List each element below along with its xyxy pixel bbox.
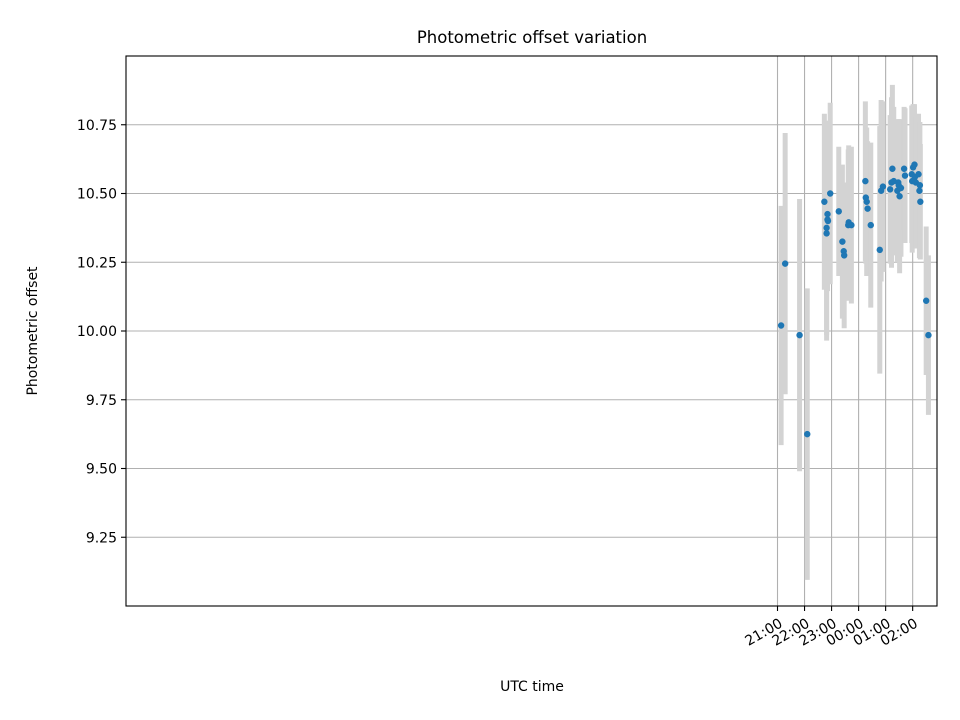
data-point [824, 217, 832, 225]
data-point [862, 177, 869, 185]
data-point [840, 252, 848, 259]
y-tick-label: 10.00 [77, 324, 117, 340]
data-point [876, 246, 883, 254]
data-point [823, 224, 830, 232]
y-tick-label: 10.75 [77, 118, 117, 134]
y-tick-label: 9.25 [86, 530, 117, 546]
data-point [867, 221, 874, 229]
y-tick-label: 10.25 [77, 255, 117, 271]
data-point [863, 198, 870, 205]
data-point [823, 230, 830, 237]
data-point [922, 297, 930, 304]
data-point [781, 260, 789, 267]
y-axis-label: Photometric offset [25, 266, 41, 396]
x-axis-label: UTC time [500, 679, 564, 695]
data-point [911, 161, 918, 168]
data-point [917, 198, 924, 205]
data-point [824, 210, 831, 218]
data-point [839, 238, 846, 245]
grid-lines [126, 56, 937, 606]
y-tick-label: 9.50 [86, 462, 117, 478]
y-tick-label: 10.50 [77, 187, 117, 203]
data-points [777, 161, 932, 438]
data-point [864, 205, 871, 212]
data-point [848, 221, 855, 229]
data-point [804, 430, 811, 438]
data-point [916, 182, 924, 189]
data-point [879, 183, 887, 190]
data-point [925, 331, 932, 339]
data-point [835, 208, 842, 215]
y-tick-label: 9.75 [86, 393, 117, 409]
y-axis-ticks: 9.25 9.50 9.75 10.00 10.25 10.50 10.75 [77, 118, 126, 546]
data-point [889, 165, 896, 172]
data-point [777, 322, 785, 329]
data-point [896, 193, 903, 200]
data-point [916, 187, 923, 194]
data-point [900, 165, 908, 172]
data-point [901, 172, 909, 179]
data-point [886, 186, 894, 193]
data-point [915, 171, 922, 178]
data-point [796, 331, 803, 339]
data-point [821, 198, 828, 205]
data-point [827, 190, 834, 197]
chart-title: Photometric offset variation [417, 28, 647, 47]
data-point [897, 184, 905, 192]
